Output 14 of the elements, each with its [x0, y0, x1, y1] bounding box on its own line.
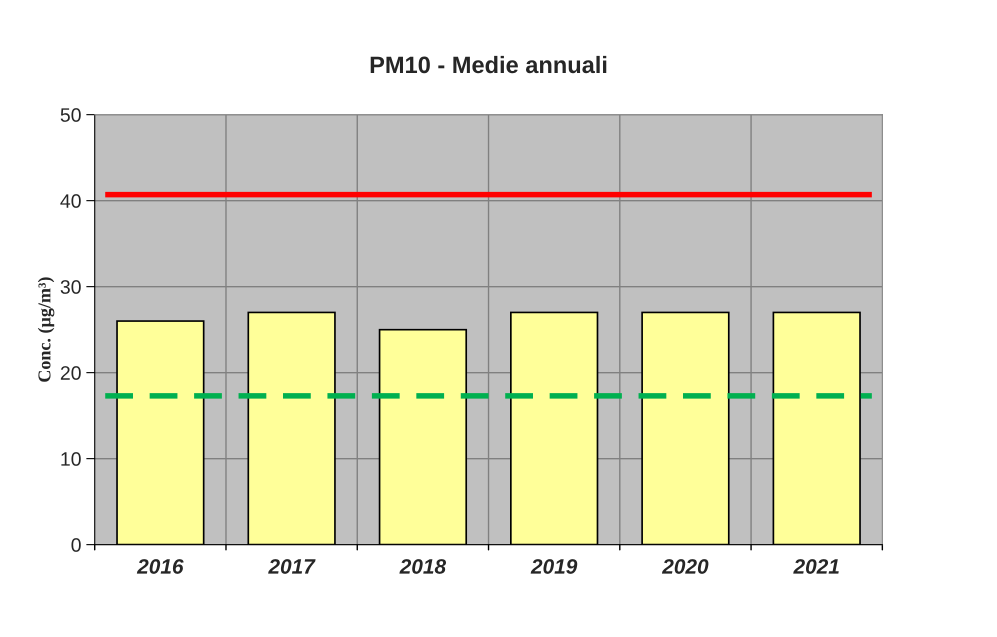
x-tick-label: 2017: [268, 559, 316, 574]
x-tick-label: 2021: [793, 559, 839, 574]
x-tick-label: 2019: [530, 559, 578, 574]
y-tick-label: 30: [60, 280, 81, 294]
x-tick-label: 2020: [662, 559, 708, 574]
y-tick-label: 0: [71, 538, 81, 552]
chart-title: PM10 - Medie annuali: [370, 56, 606, 74]
y-axis-title: Conc. (µg/m³): [38, 277, 54, 382]
y-tick-label: 40: [60, 194, 81, 208]
y-tick-label: 50: [60, 108, 81, 122]
x-tick-label: 2016: [136, 559, 184, 574]
y-tick-label: 20: [60, 366, 81, 380]
y-tick-label: 10: [61, 452, 81, 466]
x-tick-label: 2018: [399, 559, 446, 574]
